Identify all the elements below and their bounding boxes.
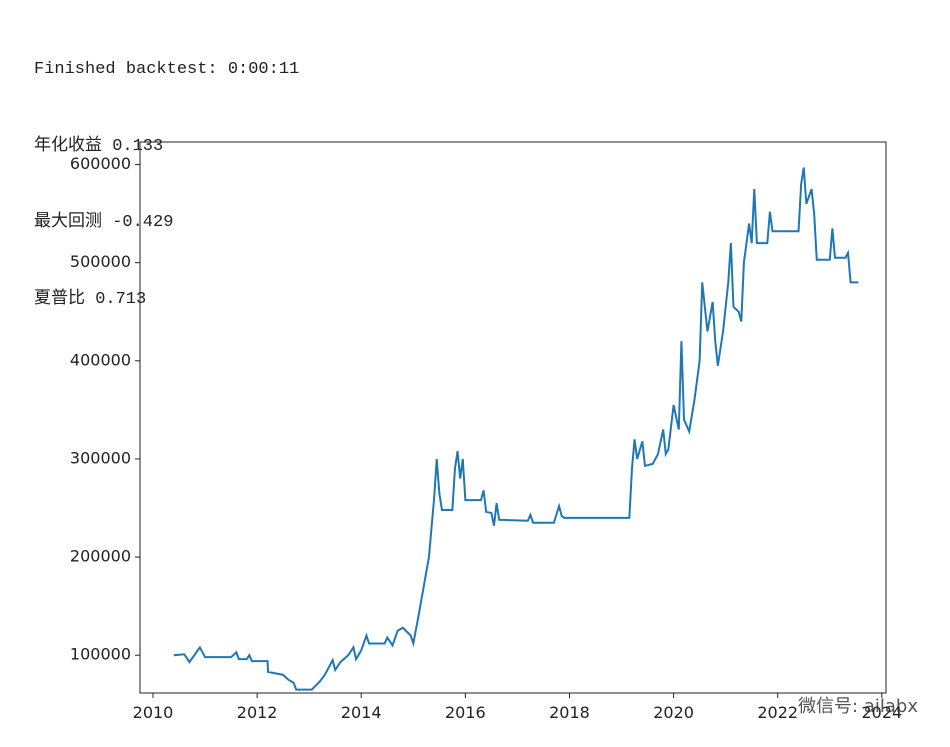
x-tick-label: 2010 xyxy=(133,703,174,722)
y-tick-label: 200000 xyxy=(70,547,131,566)
output-text: Finished backtest: 0:00:11 年化收益 0.133 最大… xyxy=(34,6,299,338)
output-line: 最大回测 -0.429 xyxy=(34,213,174,232)
output-line: 年化收益 0.133 xyxy=(34,136,164,156)
x-tick-label: 2016 xyxy=(445,703,486,722)
x-tick-label: 2012 xyxy=(237,703,278,722)
y-tick-label: 500000 xyxy=(70,252,131,271)
x-tick-label: 2014 xyxy=(341,703,382,722)
plot-frame xyxy=(139,141,887,694)
x-tick-label: 2022 xyxy=(757,703,798,722)
output-line: Finished backtest: 0:00:11 xyxy=(34,60,300,79)
y-tick-label: 300000 xyxy=(70,448,131,467)
output-line: 夏普比 0.713 xyxy=(34,289,147,309)
y-tick-label: 600000 xyxy=(70,154,131,173)
x-tick-label: 2020 xyxy=(653,703,694,722)
line xyxy=(173,167,859,691)
x-tick-label: 2018 xyxy=(549,703,590,722)
x-tick-label: 2024 xyxy=(861,703,902,722)
watermark: 微信号: ailabx xyxy=(798,696,918,717)
y-tick-label: 400000 xyxy=(70,350,131,369)
y-tick-label: 100000 xyxy=(70,645,131,664)
